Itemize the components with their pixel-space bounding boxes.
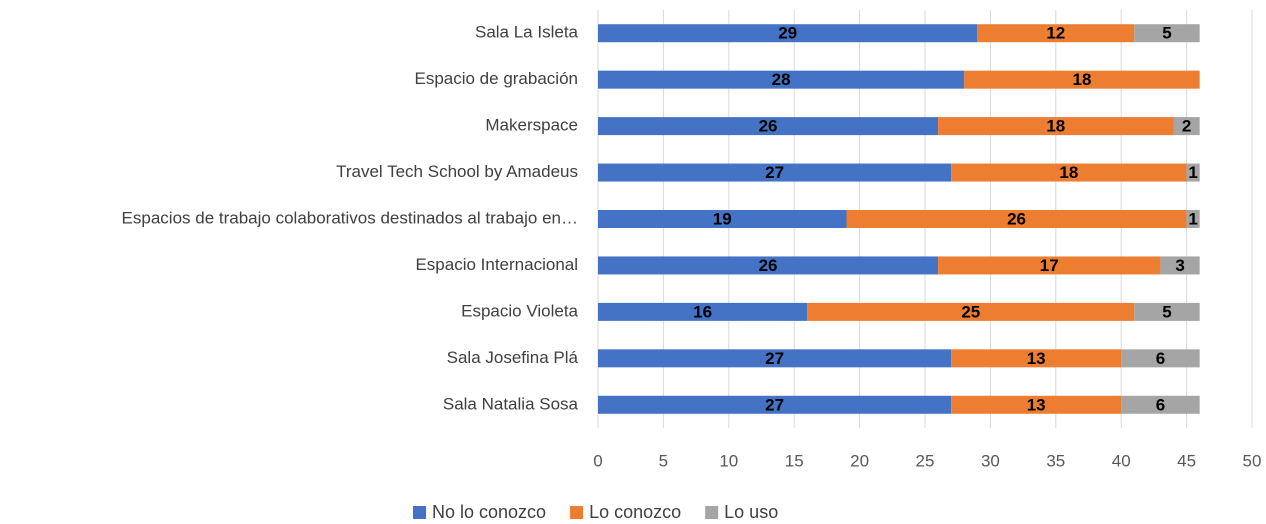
bar-segment [1134,24,1200,43]
bar-segment [1186,210,1200,228]
bar-segment [807,302,1135,321]
bar-segment [951,349,1122,368]
x-tick-label: 30 [981,451,1000,470]
bar-segment [1186,163,1200,182]
data-label: 16 [693,302,712,321]
x-tick-label: 45 [1177,451,1196,470]
data-label: 2 [1182,117,1191,136]
bar-segment [951,163,1187,182]
bar-segment [977,24,1135,43]
data-label: 18 [1046,117,1065,136]
data-label: 18 [1059,163,1078,182]
x-tick-label: 10 [719,451,738,470]
bar-segment [598,302,808,321]
legend-swatch [705,506,719,519]
legend-label: Lo conozco [589,502,681,522]
data-label: 17 [1040,256,1059,275]
data-label: 1 [1188,209,1197,228]
category-label: Sala Natalia Sosa [443,394,579,413]
category-label: Travel Tech School by Amadeus [336,162,578,181]
legend-label: Lo uso [724,502,778,522]
bar-segment [598,24,978,43]
bar-segment [846,210,1187,228]
data-label: 13 [1027,349,1046,368]
legend-label: No lo conozco [432,502,546,522]
legend-swatch [413,506,426,519]
bar-segment [1121,395,1200,414]
bar-segment [1160,256,1200,275]
x-tick-label: 35 [1046,451,1065,470]
data-label: 19 [713,209,732,228]
bar-segment [938,256,1161,275]
x-tick-label: 40 [1112,451,1131,470]
x-tick-label: 50 [1243,451,1262,470]
data-label: 1 [1188,163,1197,182]
data-label: 18 [1072,70,1091,89]
category-label: Sala Josefina Plá [447,348,579,367]
data-label: 27 [765,163,784,182]
bar-segment [1173,117,1200,136]
bar-segment [1121,349,1200,368]
bar-segment [598,117,939,136]
data-label: 28 [772,70,791,89]
data-label: 13 [1027,395,1046,414]
category-label: Sala La Isleta [475,23,579,42]
data-label: 26 [1007,209,1026,228]
category-label: Espacios de trabajo colaborativos destin… [122,208,578,227]
data-label: 26 [759,256,778,275]
data-label: 6 [1156,395,1165,414]
x-tick-label: 0 [593,451,602,470]
category-label: Espacio de grabación [414,69,578,88]
data-label: 5 [1162,302,1171,321]
bar-segment [598,256,939,275]
data-label: 26 [759,117,778,136]
bar-segment [598,395,952,414]
bar-segment [598,70,965,89]
data-label: 5 [1162,24,1171,43]
bar-segment [964,70,1200,89]
bar-segment [598,210,847,228]
category-label: Makerspace [485,116,578,135]
data-label: 29 [778,24,797,43]
bar-segment [951,395,1122,414]
bar-segment [598,163,952,182]
x-tick-label: 15 [785,451,804,470]
bar-segment [598,349,952,368]
category-label: Espacio Violeta [461,301,578,320]
bar-segment [938,117,1174,136]
data-label: 3 [1175,256,1184,275]
category-label: Espacio Internacional [415,255,578,274]
x-tick-label: 25 [916,451,935,470]
data-label: 6 [1156,349,1165,368]
data-label: 27 [765,395,784,414]
data-label: 27 [765,349,784,368]
x-tick-label: 5 [659,451,668,470]
data-label: 25 [961,302,980,321]
legend-swatch [570,506,584,519]
x-tick-label: 20 [850,451,869,470]
bar-segment [1134,302,1200,321]
data-label: 12 [1046,24,1065,43]
